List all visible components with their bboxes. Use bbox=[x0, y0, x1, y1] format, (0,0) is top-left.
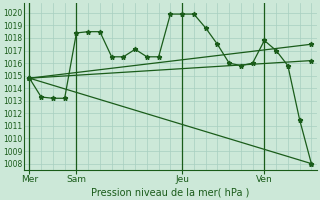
X-axis label: Pression niveau de la mer( hPa ): Pression niveau de la mer( hPa ) bbox=[91, 187, 250, 197]
